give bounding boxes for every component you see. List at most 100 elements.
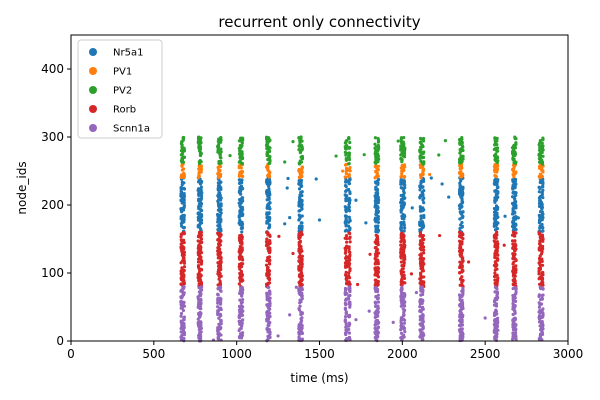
- spike-point: [348, 219, 352, 223]
- x-tick-label: 3000: [553, 347, 584, 361]
- spike-point: [537, 305, 542, 309]
- spike-point: [447, 195, 451, 199]
- spike-point: [494, 302, 499, 306]
- spike-point: [460, 315, 465, 319]
- spike-point: [299, 226, 303, 230]
- spike-point: [267, 187, 271, 191]
- spike-point: [376, 325, 381, 329]
- spike-point: [513, 336, 517, 340]
- spike-point: [343, 214, 348, 218]
- spike-point: [219, 256, 223, 260]
- spike-point: [218, 265, 223, 269]
- spike-point: [460, 254, 464, 259]
- spike-point: [182, 149, 186, 153]
- spike-point: [219, 233, 223, 237]
- spike-point: [182, 232, 186, 236]
- spike-point: [494, 304, 499, 308]
- spike-point: [182, 259, 186, 263]
- spike-point: [513, 226, 517, 230]
- spike-point: [513, 145, 517, 150]
- spike-point: [495, 221, 499, 225]
- spike-point: [239, 326, 243, 330]
- spike-point: [457, 190, 462, 194]
- spike-point: [420, 241, 424, 245]
- spike-point: [240, 181, 244, 185]
- spike-point: [299, 247, 303, 251]
- spike-point: [460, 141, 464, 145]
- spike-point: [538, 141, 542, 145]
- spike-point: [376, 164, 381, 168]
- spike-point: [179, 261, 183, 265]
- spike-point: [513, 172, 517, 176]
- spike-point: [347, 245, 351, 249]
- spike-point: [495, 139, 499, 143]
- spike-point: [196, 188, 200, 192]
- spike-point: [199, 323, 203, 327]
- spike-point: [240, 224, 244, 229]
- spike-point: [344, 180, 348, 184]
- spike-point: [492, 210, 497, 214]
- spike-point: [199, 230, 203, 235]
- spike-point: [291, 140, 295, 144]
- spike-point: [403, 165, 407, 169]
- spike-point: [494, 309, 498, 313]
- spike-point: [239, 304, 244, 308]
- spike-point: [297, 162, 302, 166]
- spike-point: [218, 229, 222, 233]
- spike-point: [495, 319, 499, 323]
- legend-label: Nr5a1: [113, 48, 143, 59]
- spike-point: [421, 260, 425, 264]
- spike-point: [181, 208, 186, 212]
- spike-point: [376, 201, 380, 205]
- spike-point: [267, 278, 272, 282]
- spike-point: [540, 309, 544, 313]
- spike-point: [376, 266, 380, 270]
- spike-point: [510, 239, 515, 243]
- spike-point: [376, 138, 381, 143]
- spike-point: [218, 238, 222, 242]
- legend: Nr5a1 PV1 PV2 Rorb Scnn1a: [77, 39, 163, 139]
- spike-point: [299, 204, 303, 208]
- spike-point: [198, 227, 203, 231]
- spike-point: [182, 187, 187, 191]
- spike-point: [540, 214, 544, 218]
- spike-point: [344, 234, 349, 238]
- spike-point: [240, 196, 245, 200]
- spike-point: [268, 296, 272, 300]
- spike-point: [538, 180, 542, 185]
- spike-point: [181, 225, 185, 230]
- spike-point: [376, 309, 380, 313]
- spike-point: [402, 191, 406, 195]
- spike-point: [216, 148, 220, 153]
- spike-point: [299, 190, 303, 195]
- spike-point: [460, 137, 464, 141]
- spike-point: [182, 300, 186, 304]
- spike-point: [344, 264, 348, 268]
- spike-point: [179, 276, 183, 280]
- spike-point: [422, 248, 426, 252]
- x-tick-label: 2000: [387, 347, 418, 361]
- spike-point: [402, 264, 406, 268]
- spike-point: [182, 318, 186, 322]
- spike-point: [514, 223, 518, 227]
- spike-point: [376, 306, 380, 310]
- legend-label: Rorb: [113, 105, 136, 116]
- spike-point: [421, 334, 425, 338]
- spike-point: [418, 163, 422, 167]
- spike-point: [402, 229, 406, 233]
- spike-point: [347, 198, 351, 203]
- spike-point: [422, 201, 426, 205]
- spike-point: [240, 241, 244, 245]
- spike-point: [503, 214, 507, 218]
- spike-point: [240, 222, 245, 226]
- spike-point: [300, 232, 304, 237]
- spike-point: [348, 191, 352, 196]
- spike-point: [344, 158, 349, 162]
- spike-point: [418, 223, 422, 227]
- spike-point: [496, 190, 500, 194]
- spike-point: [344, 171, 348, 176]
- spike-point: [373, 142, 377, 146]
- spike-point: [240, 143, 244, 147]
- spike-point: [374, 198, 378, 202]
- spike-point: [540, 168, 544, 172]
